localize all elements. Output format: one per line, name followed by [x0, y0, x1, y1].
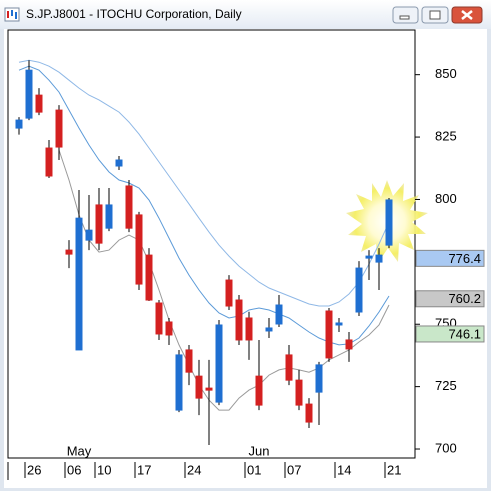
month-label: Jun [249, 443, 270, 458]
x-tick-label: 10 [97, 462, 111, 477]
candle-body [385, 199, 393, 246]
y-tick-label: 850 [435, 66, 457, 81]
candle-body [105, 204, 113, 229]
candle-body [205, 387, 213, 391]
y-tick-label: 725 [435, 378, 457, 393]
candle-body [225, 279, 233, 307]
price-marker-label: 746.1 [448, 326, 481, 341]
candle-body [155, 302, 163, 335]
candle-body [35, 94, 43, 113]
x-tick-label: 06 [67, 462, 81, 477]
overlay-line [18, 59, 390, 307]
month-label: May [67, 443, 92, 458]
price-marker-label: 760.2 [448, 291, 481, 306]
price-marker-box [415, 290, 485, 308]
candle-body [275, 304, 283, 325]
maximize-button[interactable] [421, 6, 449, 24]
candle-body [15, 119, 23, 129]
candle-body [195, 375, 203, 399]
candle-body [145, 254, 153, 301]
price-marker-box [415, 249, 485, 267]
price-marker-box [415, 325, 485, 343]
candle-body [115, 159, 123, 167]
minimize-button[interactable] [392, 6, 419, 24]
candle-body [185, 349, 193, 373]
candle-body [65, 249, 73, 255]
candle-body [175, 354, 183, 411]
y-tick-label: 700 [435, 440, 457, 455]
candle-body [295, 379, 303, 406]
candle-body [305, 403, 313, 423]
candle-body [95, 204, 103, 244]
candle-body [365, 255, 373, 259]
candle-body [345, 339, 353, 350]
price-marker-label: 776.4 [448, 251, 481, 266]
candle-body [335, 322, 343, 326]
candle-body [165, 321, 173, 336]
candle-body [25, 69, 33, 119]
candle-body [125, 185, 133, 229]
window-title: S.JP.J8001 - ITOCHU Corporation, Daily [26, 7, 242, 21]
x-tick-label: 07 [287, 462, 301, 477]
candle-body [255, 375, 263, 406]
candle-body [265, 327, 273, 332]
x-tick-label: 17 [137, 462, 151, 477]
x-tick-label: 26 [27, 462, 41, 477]
close-button[interactable] [451, 6, 483, 24]
x-tick-label: 01 [247, 462, 261, 477]
candle-body [55, 109, 63, 148]
candle-body [375, 254, 383, 263]
x-tick-label: 14 [337, 462, 351, 477]
app-icon [4, 7, 20, 22]
candle-body [135, 214, 143, 285]
candle-body [45, 147, 53, 177]
candle-body [285, 354, 293, 381]
y-tick-label: 800 [435, 191, 457, 206]
x-tick-label: 24 [187, 462, 201, 477]
candle-body [75, 217, 83, 351]
candle-body [215, 324, 223, 403]
candle-body [355, 267, 363, 313]
candle-body [235, 299, 243, 341]
candle-body [245, 317, 253, 341]
overlay-line [58, 149, 390, 411]
candle-body [85, 229, 93, 241]
candle-body [315, 364, 323, 393]
candle-body [325, 310, 333, 359]
x-tick-label: 21 [387, 462, 401, 477]
y-tick-label: 825 [435, 128, 457, 143]
